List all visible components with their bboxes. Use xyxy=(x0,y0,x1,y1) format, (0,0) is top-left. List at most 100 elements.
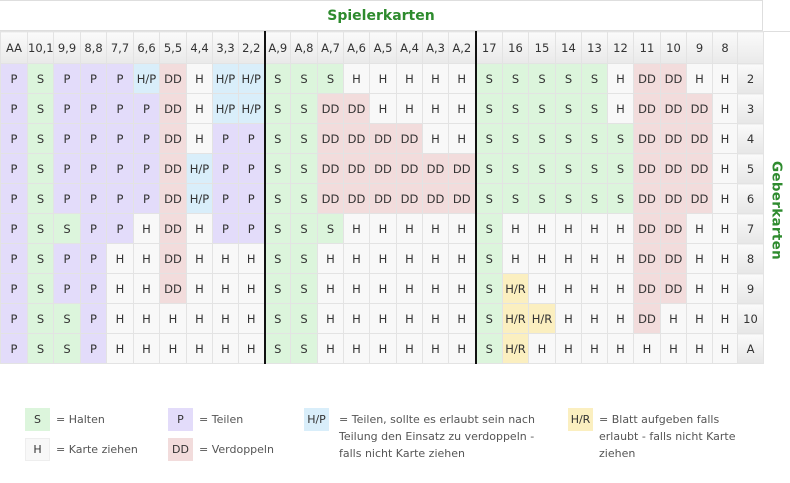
dealer-header-cell xyxy=(737,31,764,64)
strategy-cell: H/R xyxy=(502,333,529,364)
strategy-cell: DD xyxy=(633,63,661,94)
strategy-cell: S xyxy=(290,303,318,334)
column-header: 12 xyxy=(607,31,634,64)
strategy-cell: DD xyxy=(660,213,687,244)
strategy-cell: S xyxy=(581,153,608,184)
strategy-cell: S xyxy=(27,153,54,184)
table-row: P S S P H H H H H H S S H H H H H H S H/R H H H H H H H H A xyxy=(0,333,764,364)
strategy-cell: H xyxy=(106,333,134,364)
strategy-cell: S xyxy=(290,243,318,274)
strategy-cell: DD xyxy=(396,183,423,214)
strategy-cell: DD xyxy=(686,153,713,184)
strategy-cell: H xyxy=(581,333,608,364)
column-header: A,4 xyxy=(396,31,423,64)
column-header: 8 xyxy=(712,31,738,64)
column-header: 16 xyxy=(502,31,529,64)
strategy-cell: P xyxy=(80,153,107,184)
strategy-cell: S xyxy=(474,183,503,214)
strategy-cell: S xyxy=(27,123,54,154)
strategy-cell: S xyxy=(263,303,291,334)
column-header: 15 xyxy=(528,31,556,64)
strategy-cell: P xyxy=(53,93,81,124)
strategy-cell: H xyxy=(133,273,160,304)
strategy-cell: DD xyxy=(686,123,713,154)
strategy-cell: H xyxy=(317,273,344,304)
strategy-cell: H xyxy=(555,243,582,274)
dealer-card-cell: 5 xyxy=(737,153,764,184)
strategy-cell: H xyxy=(159,303,187,334)
strategy-cell: H xyxy=(607,213,634,244)
dealer-card-cell: 9 xyxy=(737,273,764,304)
strategy-cell: P xyxy=(0,153,28,184)
strategy-cell: S xyxy=(581,63,608,94)
strategy-cell: S xyxy=(263,333,291,364)
strategy-cell: P xyxy=(80,333,107,364)
strategy-cell: P xyxy=(238,213,265,244)
strategy-cell: DD xyxy=(159,273,187,304)
column-header: 10,10 xyxy=(27,31,54,64)
strategy-cell: H xyxy=(212,333,239,364)
column-header: 9 xyxy=(686,31,713,64)
dealer-card-cell: 2 xyxy=(737,63,764,94)
strategy-cell: DD xyxy=(686,183,713,214)
column-header: A,6 xyxy=(343,31,370,64)
strategy-cell: S xyxy=(263,63,291,94)
strategy-cell: P xyxy=(53,243,81,274)
strategy-cell: H xyxy=(396,273,423,304)
strategy-cell: H/P xyxy=(212,93,239,124)
strategy-cell: H xyxy=(238,243,265,274)
strategy-cell: S xyxy=(474,273,503,304)
strategy-cell: H xyxy=(422,243,449,274)
strategy-cell: H xyxy=(343,213,370,244)
strategy-cell: H xyxy=(396,93,423,124)
strategy-cell: DD xyxy=(633,93,661,124)
column-header: 9,9 xyxy=(53,31,81,64)
strategy-cell: H xyxy=(581,243,608,274)
strategy-cell: H xyxy=(343,63,370,94)
strategy-cell: P xyxy=(0,63,28,94)
strategy-cell: H xyxy=(133,243,160,274)
strategy-cell: DD xyxy=(159,213,187,244)
strategy-cell: H xyxy=(422,273,449,304)
legend-swatch-hit-surrender: H/R xyxy=(568,408,593,431)
strategy-cell: S xyxy=(290,333,318,364)
strategy-cell: H xyxy=(581,303,608,334)
strategy-cell: H xyxy=(369,273,397,304)
column-header: 13 xyxy=(581,31,608,64)
strategy-cell: H/P xyxy=(212,63,239,94)
column-header: 7,7 xyxy=(106,31,134,64)
strategy-cell: H xyxy=(712,123,738,154)
strategy-cell: P xyxy=(0,243,28,274)
strategy-cell: DD xyxy=(633,153,661,184)
column-header: A,2 xyxy=(448,31,476,64)
strategy-cell: S xyxy=(474,93,503,124)
table-row: P S P P P P DD H H/P H/P S S DD DD H H H H S S S S S H DD DD DD H 3 xyxy=(0,93,764,124)
strategy-cell: S xyxy=(607,123,634,154)
player-cards-title: Spielerkarten xyxy=(327,7,435,24)
strategy-cell: P xyxy=(0,213,28,244)
strategy-cell: S xyxy=(474,63,503,94)
strategy-cell: DD xyxy=(660,243,687,274)
strategy-cell: DD xyxy=(422,183,449,214)
strategy-cell: H xyxy=(712,63,738,94)
strategy-cell: H xyxy=(343,243,370,274)
strategy-cell: DD xyxy=(159,93,187,124)
strategy-cell: P xyxy=(53,123,81,154)
strategy-cell: H xyxy=(528,213,556,244)
strategy-cell: H xyxy=(186,93,213,124)
strategy-cell: H xyxy=(607,303,634,334)
strategy-cell: H xyxy=(686,243,713,274)
strategy-cell: H xyxy=(448,303,476,334)
strategy-cell: S xyxy=(528,123,556,154)
strategy-cell: S xyxy=(607,183,634,214)
strategy-cell: H xyxy=(448,123,476,154)
strategy-cell: P xyxy=(80,243,107,274)
strategy-cell: P xyxy=(0,303,28,334)
strategy-cell: P xyxy=(80,183,107,214)
header-row: AA10,109,98,87,76,65,54,43,32,2A,9A,8A,7… xyxy=(0,31,764,64)
strategy-cell: P xyxy=(133,93,160,124)
strategy-cell: H xyxy=(712,93,738,124)
dealer-card-cell: 4 xyxy=(737,123,764,154)
strategy-cell: P xyxy=(212,213,239,244)
strategy-cell: S xyxy=(27,303,54,334)
